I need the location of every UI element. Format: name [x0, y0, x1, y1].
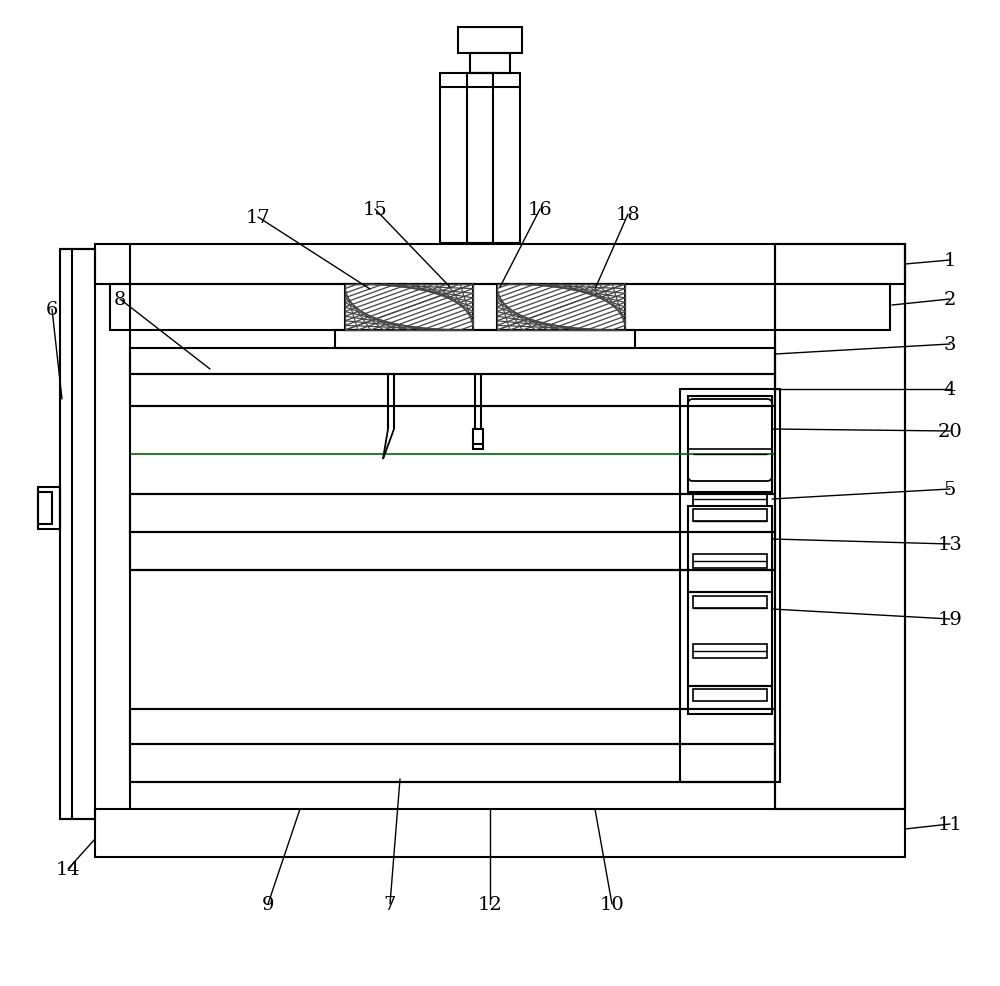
Text: 14: 14 — [56, 860, 80, 879]
Text: 10: 10 — [600, 895, 624, 913]
Text: 20: 20 — [938, 423, 962, 441]
Bar — [688, 593, 772, 686]
Bar — [775, 245, 905, 810]
Bar — [693, 689, 767, 701]
Text: 12: 12 — [478, 895, 502, 913]
Bar — [458, 28, 522, 54]
Bar — [130, 532, 775, 571]
Bar — [688, 396, 772, 492]
Text: 7: 7 — [384, 895, 396, 913]
Bar — [693, 644, 767, 659]
Bar — [680, 389, 780, 782]
Text: 9: 9 — [262, 895, 274, 913]
Text: 8: 8 — [114, 291, 126, 309]
Text: 15: 15 — [363, 201, 387, 219]
Bar — [688, 507, 772, 593]
Bar — [130, 375, 775, 406]
Bar — [38, 487, 60, 529]
Bar — [130, 709, 775, 744]
Text: 17: 17 — [246, 209, 270, 227]
Text: 1: 1 — [944, 251, 956, 270]
Text: 19: 19 — [938, 610, 962, 628]
Bar — [345, 285, 473, 330]
Text: 13: 13 — [938, 535, 962, 553]
Text: 11: 11 — [938, 815, 962, 833]
Text: 18: 18 — [616, 206, 640, 224]
Bar — [497, 285, 625, 330]
Bar — [130, 495, 775, 532]
Text: 4: 4 — [944, 381, 956, 398]
Bar — [473, 430, 483, 450]
Bar — [335, 330, 635, 349]
Text: 16: 16 — [528, 201, 552, 219]
Bar — [130, 349, 775, 375]
Bar — [693, 510, 767, 522]
Text: 6: 6 — [46, 301, 58, 318]
Bar — [693, 554, 767, 568]
Text: 3: 3 — [944, 335, 956, 354]
Bar — [38, 492, 52, 525]
Bar — [693, 492, 767, 507]
Text: 5: 5 — [944, 480, 956, 499]
Bar — [110, 285, 890, 330]
Bar — [95, 810, 905, 857]
Bar — [95, 245, 905, 285]
Bar — [688, 686, 772, 714]
Bar — [470, 54, 510, 74]
Bar — [440, 74, 520, 244]
Bar — [130, 744, 775, 782]
Text: 2: 2 — [944, 291, 956, 309]
Bar — [60, 249, 95, 819]
Bar — [467, 74, 493, 244]
Bar — [693, 597, 767, 608]
